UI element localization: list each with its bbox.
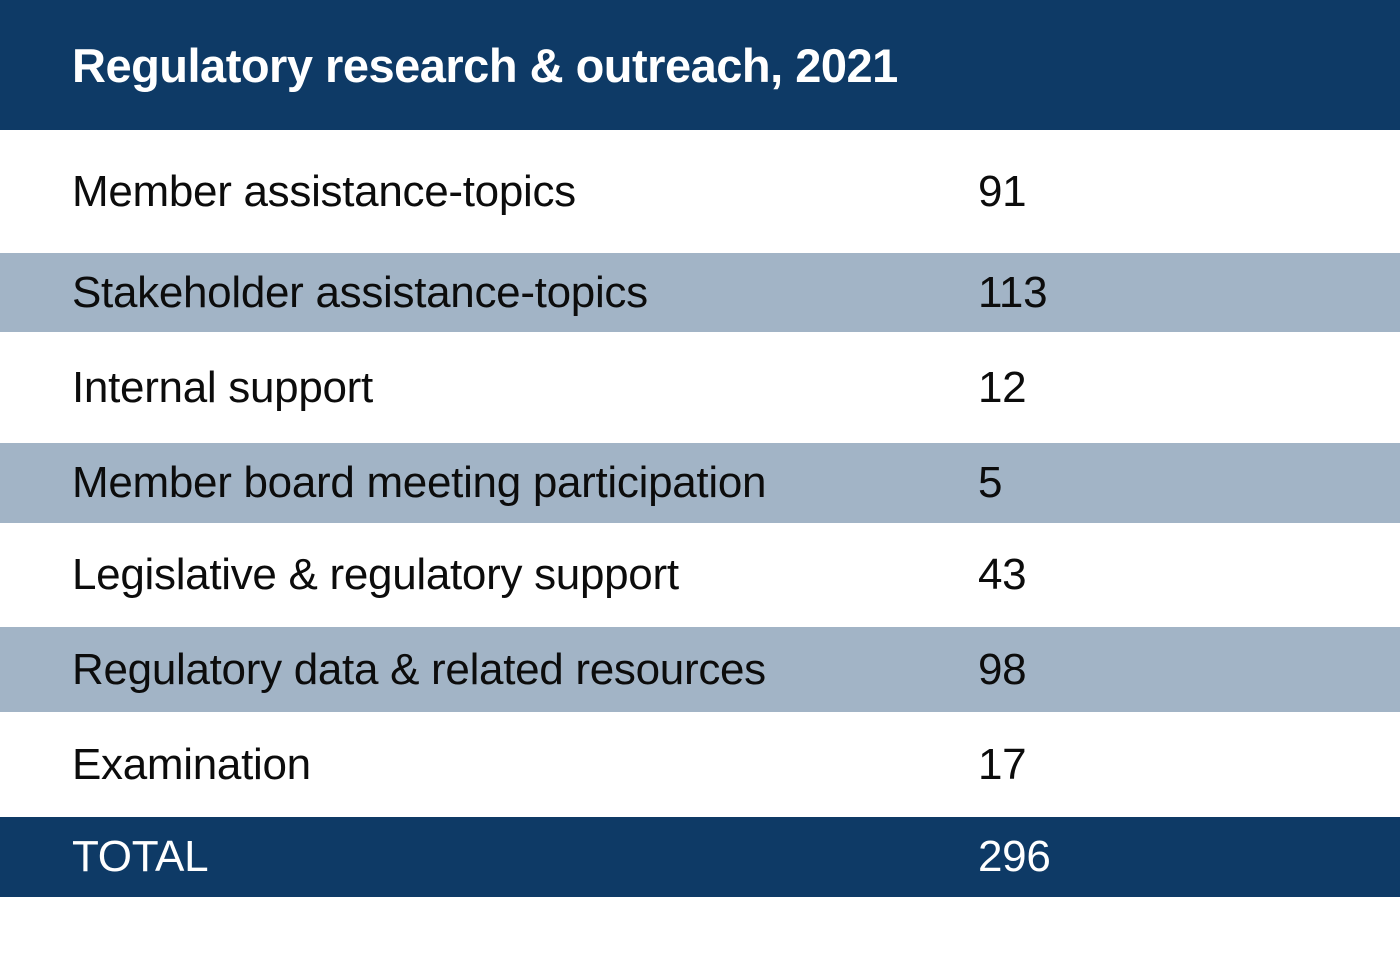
row-value: 12 <box>978 362 1027 412</box>
row-value: 43 <box>978 550 1027 599</box>
row-label: Legislative & regulatory support <box>72 550 679 599</box>
row-label: Member board meeting participation <box>72 458 767 507</box>
total-label: TOTAL <box>72 832 209 881</box>
row-label: Examination <box>72 739 311 789</box>
table-row: Examination 17 <box>0 712 1400 817</box>
row-label: Stakeholder assistance-topics <box>72 267 648 317</box>
table-header-band: Regulatory research & outreach, 2021 <box>0 0 1400 130</box>
row-label: Member assistance-topics <box>72 166 576 216</box>
table-row: Member board meeting participation 5 <box>0 443 1400 523</box>
row-value: 91 <box>978 166 1027 216</box>
total-value: 296 <box>978 832 1051 881</box>
table-row: Member assistance-topics 91 <box>0 130 1400 253</box>
table-row: Internal support 12 <box>0 332 1400 443</box>
row-value: 17 <box>978 739 1027 789</box>
row-value: 113 <box>978 267 1048 317</box>
row-label: Internal support <box>72 362 373 412</box>
row-value: 98 <box>978 644 1027 694</box>
table-row: Legislative & regulatory support 43 <box>0 523 1400 627</box>
row-label: Regulatory data & related resources <box>72 644 766 694</box>
footer-whitespace <box>0 897 1400 980</box>
table-row: Stakeholder assistance-topics 113 <box>0 253 1400 332</box>
table-row: Regulatory data & related resources 98 <box>0 627 1400 712</box>
row-value: 5 <box>978 458 1003 507</box>
table-title: Regulatory research & outreach, 2021 <box>72 38 898 92</box>
table-total-row: TOTAL 296 <box>0 817 1400 897</box>
